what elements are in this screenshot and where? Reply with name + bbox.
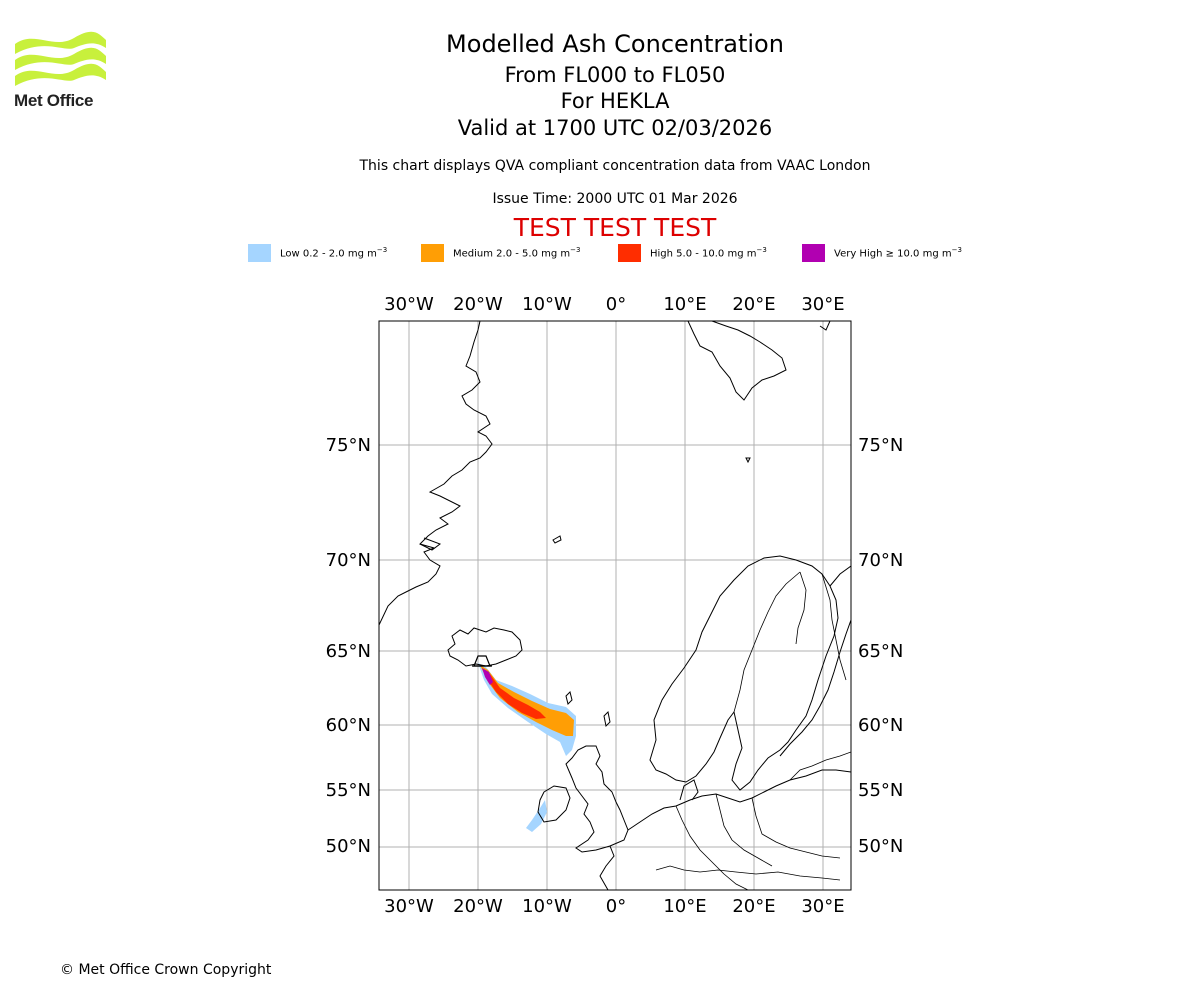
lat-tick-left-65n: 65°N — [326, 641, 371, 662]
border-baltics — [789, 751, 851, 781]
lon-tick-top-30e: 30°E — [801, 294, 844, 315]
lon-tick-bottom-20e: 20°E — [732, 896, 775, 917]
coast-finland — [779, 619, 851, 757]
border-norway-sweden — [733, 571, 801, 713]
coast-europe — [627, 769, 851, 831]
lat-tick-right-50n: 50°N — [858, 836, 903, 857]
legend-item-very-high: Very High ≥ 10.0 mg m−3 — [802, 244, 962, 262]
lat-tick-right-55n: 55°N — [858, 780, 903, 801]
coast-jan-mayen — [552, 535, 562, 544]
lat-ticks-left: 75°N 70°N 65°N 60°N 55°N 50°N — [326, 435, 371, 857]
map-content — [379, 321, 851, 890]
lon-ticks-bottom: 30°W 20°W 10°W 0° 10°E 20°E 30°E — [384, 896, 844, 917]
border-central-europe-4 — [655, 865, 841, 881]
coast-scandinavia — [649, 555, 839, 791]
copyright-notice: © Met Office Crown Copyright — [60, 962, 272, 978]
border-finland-russia — [821, 573, 847, 681]
lon-tick-bottom-10w: 10°W — [522, 896, 572, 917]
lat-tick-right-75n: 75°N — [858, 435, 903, 456]
legend-swatch-low — [248, 244, 271, 262]
lon-tick-top-20w: 20°W — [453, 294, 503, 315]
ash-low-region — [478, 663, 576, 756]
concentration-legend: Low 0.2 - 2.0 mg m−3 Medium 2.0 - 5.0 mg… — [0, 244, 1200, 264]
coast-greenland-fjord — [419, 537, 442, 551]
lon-tick-bottom-20w: 20°W — [453, 896, 503, 917]
legend-label-high: High 5.0 - 10.0 mg m−3 — [650, 246, 767, 260]
map-frame — [378, 320, 852, 891]
lon-tick-bottom-0: 0° — [606, 896, 626, 917]
volcano-symbol — [472, 655, 492, 667]
met-office-logo: Met Office — [14, 30, 108, 114]
lon-tick-top-20e: 20°E — [732, 294, 775, 315]
lat-tick-right-65n: 65°N — [858, 641, 903, 662]
legend-label-medium: Medium 2.0 - 5.0 mg m−3 — [453, 246, 581, 260]
border-central-europe-3 — [751, 797, 841, 859]
lon-tick-bottom-30e: 30°E — [801, 896, 844, 917]
legend-item-high: High 5.0 - 10.0 mg m−3 — [618, 244, 767, 262]
coast-france — [599, 845, 615, 890]
legend-swatch-high — [618, 244, 641, 262]
test-banner: TEST TEST TEST — [513, 213, 717, 242]
chart-title: Modelled Ash Concentration — [446, 30, 784, 58]
lat-tick-left-50n: 50°N — [326, 836, 371, 857]
coast-iceland — [447, 627, 523, 667]
lon-ticks-top: 30°W 20°W 10°W 0° 10°E 20°E 30°E — [384, 294, 844, 315]
issue-time: Issue Time: 2000 UTC 01 Mar 2026 — [492, 191, 738, 207]
lat-ticks-right: 75°N 70°N 65°N 60°N 55°N 50°N — [858, 435, 903, 857]
flight-level-range: From FL000 to FL050 — [504, 63, 726, 87]
coast-shetland — [603, 710, 611, 728]
coast-nova-zembla — [819, 321, 831, 331]
volcano-name: For HEKLA — [560, 89, 670, 113]
chart-description: This chart displays QVA compliant concen… — [359, 158, 871, 174]
legend-label-very-high: Very High ≥ 10.0 mg m−3 — [834, 246, 962, 260]
ash-very-high-region — [482, 668, 493, 685]
legend-item-medium: Medium 2.0 - 5.0 mg m−3 — [421, 244, 580, 262]
legend-item-low: Low 0.2 - 2.0 mg m−3 — [248, 244, 387, 262]
lat-tick-left-75n: 75°N — [326, 435, 371, 456]
valid-time: Valid at 1700 UTC 02/03/2026 — [457, 116, 773, 140]
legend-label-low: Low 0.2 - 2.0 mg m−3 — [280, 246, 388, 260]
coast-faroes — [565, 691, 573, 705]
lon-tick-bottom-30w: 30°W — [384, 896, 434, 917]
legend-swatch-medium — [421, 244, 444, 262]
lon-tick-top-30w: 30°W — [384, 294, 434, 315]
legend-swatch-very-high — [802, 244, 825, 262]
graticule — [379, 321, 851, 890]
border-central-europe-1 — [675, 805, 749, 890]
border-central-europe-2 — [715, 793, 773, 867]
coast-bear-island — [745, 457, 751, 464]
ash-medium-region — [480, 665, 574, 736]
met-office-waves-icon — [15, 31, 106, 86]
coast-denmark — [679, 779, 699, 801]
lon-tick-top-10e: 10°E — [663, 294, 706, 315]
coast-great-britain — [565, 745, 629, 853]
lat-tick-right-60n: 60°N — [858, 715, 903, 736]
lat-tick-left-70n: 70°N — [326, 550, 371, 571]
lat-tick-left-55n: 55°N — [326, 780, 371, 801]
lon-tick-top-10w: 10°W — [522, 294, 572, 315]
coast-ireland — [537, 785, 571, 823]
coast-greenland — [379, 321, 493, 626]
coastlines — [379, 321, 851, 890]
lon-tick-top-0: 0° — [606, 294, 626, 315]
lat-tick-right-70n: 70°N — [858, 550, 903, 571]
coast-svalbard — [687, 321, 787, 401]
ash-low-south-region — [526, 800, 547, 832]
lon-tick-bottom-10e: 10°E — [663, 896, 706, 917]
ash-plume — [478, 663, 576, 832]
border-sweden-finland — [795, 571, 807, 645]
ash-high-region — [482, 668, 546, 719]
lat-tick-left-60n: 60°N — [326, 715, 371, 736]
coast-kola — [829, 565, 851, 587]
met-office-logo-text: Met Office — [14, 91, 94, 110]
